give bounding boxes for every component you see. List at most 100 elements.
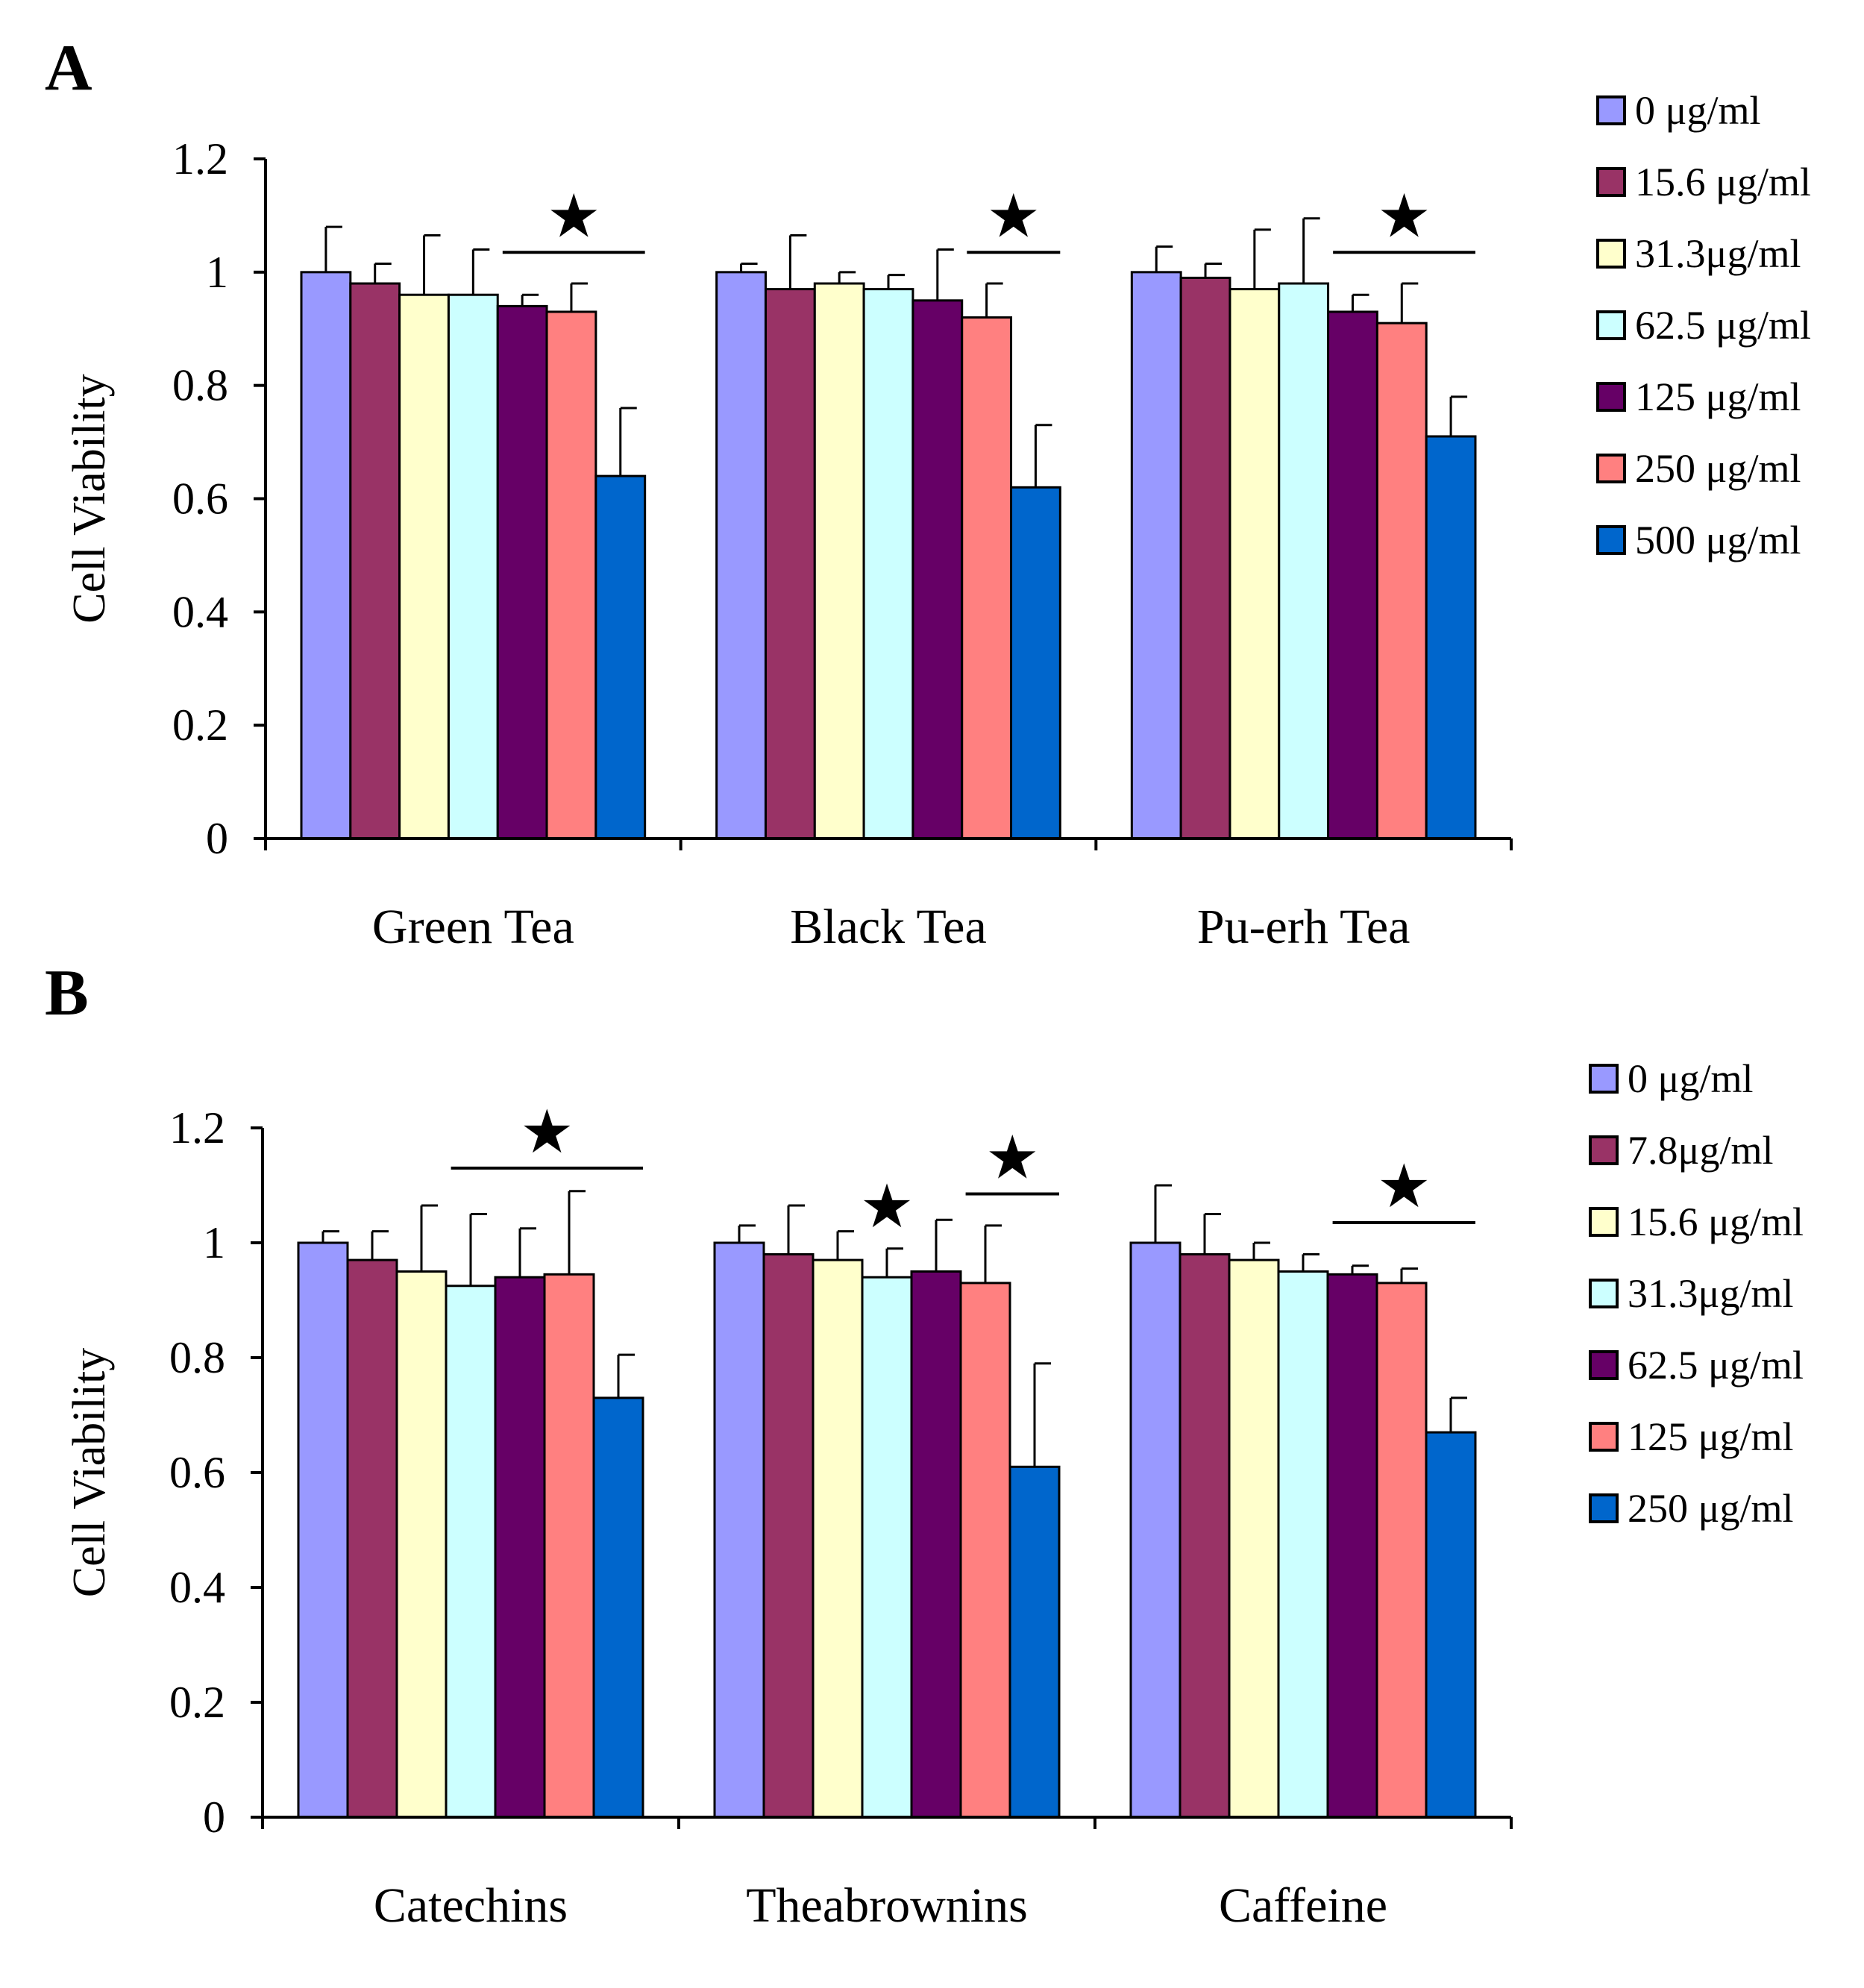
y-tick-label: 1.2 bbox=[169, 1103, 225, 1153]
bar-1-0-3 bbox=[445, 1285, 497, 1819]
bar-1-0-5 bbox=[543, 1273, 595, 1819]
bar-0-2-6 bbox=[1425, 435, 1477, 840]
category-label: Pu-erh Tea bbox=[1197, 900, 1410, 954]
bar-1-1-2 bbox=[812, 1258, 864, 1819]
legend-label-1: 15.6 μg/ml bbox=[1635, 160, 1811, 204]
y-tick-label: 0.4 bbox=[172, 587, 228, 636]
chart-a: 0 0.2 0.4 0.6 0.8 1 1.2 Green Tea Black Tea Pu-er… bbox=[64, 88, 1811, 954]
panel-label-b: B bbox=[45, 957, 89, 1029]
legend-swatch-5 bbox=[1596, 454, 1626, 483]
bar-1-1-3 bbox=[861, 1276, 913, 1819]
bar-1-2-2 bbox=[1228, 1258, 1280, 1819]
bar-0-0-3 bbox=[447, 293, 499, 840]
legend-label-3: 62.5 μg/ml bbox=[1635, 303, 1811, 348]
y-tick-label: 1.2 bbox=[172, 134, 228, 184]
legend-label-2: 31.3μg/ml bbox=[1635, 231, 1801, 276]
bar-0-1-6 bbox=[1010, 486, 1061, 840]
legend-swatch-3 bbox=[1589, 1279, 1619, 1308]
bar-0-0-2 bbox=[398, 293, 450, 840]
legend-label-2: 15.6 μg/ml bbox=[1628, 1200, 1804, 1244]
legend-label-0: 0 μg/ml bbox=[1635, 88, 1760, 133]
legend-swatch-4 bbox=[1589, 1350, 1619, 1380]
legend-swatch-6 bbox=[1596, 525, 1626, 555]
y-tick-label: 0.8 bbox=[172, 361, 228, 410]
bar-0-2-4 bbox=[1327, 310, 1378, 840]
bar-0-2-2 bbox=[1228, 288, 1281, 840]
bar-0-1-2 bbox=[813, 282, 865, 840]
y-tick-label: 0.2 bbox=[169, 1678, 225, 1727]
legend-swatch-1 bbox=[1596, 167, 1626, 197]
legend-label-3: 31.3μg/ml bbox=[1628, 1271, 1793, 1316]
bar-0-1-4 bbox=[911, 299, 964, 840]
significance-star: ★ bbox=[523, 1103, 571, 1162]
y-tick-label: 0 bbox=[203, 1793, 225, 1842]
legend-swatch-1 bbox=[1589, 1135, 1619, 1165]
significance-star: ★ bbox=[863, 1177, 911, 1237]
bar-0-0-6 bbox=[594, 474, 647, 840]
legend-label-6: 500 μg/ml bbox=[1635, 518, 1801, 562]
bar-0-1-3 bbox=[862, 288, 914, 840]
y-tick-label: 0.2 bbox=[172, 700, 228, 750]
legend-swatch-2 bbox=[1596, 239, 1626, 269]
bar-1-0-6 bbox=[592, 1396, 644, 1819]
bar-1-1-5 bbox=[959, 1282, 1011, 1819]
bar-1-2-1 bbox=[1179, 1252, 1231, 1819]
bar-1-0-4 bbox=[494, 1276, 546, 1819]
bar-0-0-0 bbox=[300, 271, 352, 840]
significance-star: ★ bbox=[1380, 1157, 1428, 1217]
bar-1-1-6 bbox=[1008, 1465, 1061, 1819]
bar-1-2-3 bbox=[1277, 1270, 1329, 1819]
y-axis-title: Cell Viability bbox=[64, 374, 115, 623]
legend-swatch-3 bbox=[1596, 310, 1626, 340]
y-axis-title: Cell Viability bbox=[64, 1348, 115, 1597]
legend-label-1: 7.8μg/ml bbox=[1628, 1128, 1773, 1173]
bar-0-0-5 bbox=[545, 310, 597, 840]
bar-0-1-0 bbox=[715, 271, 767, 840]
y-tick-label: 0.8 bbox=[169, 1333, 225, 1382]
bar-0-1-1 bbox=[764, 288, 816, 840]
bar-1-1-1 bbox=[762, 1252, 815, 1819]
legend-label-0: 0 μg/ml bbox=[1628, 1056, 1753, 1101]
bar-1-1-4 bbox=[910, 1270, 962, 1819]
bar-1-0-0 bbox=[297, 1241, 349, 1819]
y-tick-label: 0 bbox=[206, 814, 228, 863]
y-tick-label: 1 bbox=[206, 248, 228, 297]
category-label: Black Tea bbox=[790, 900, 987, 954]
bar-0-2-3 bbox=[1278, 282, 1330, 840]
legend-swatch-4 bbox=[1596, 382, 1626, 412]
significance-star: ★ bbox=[988, 1129, 1037, 1188]
y-tick-label: 0.6 bbox=[169, 1448, 225, 1497]
legend-label-5: 125 μg/ml bbox=[1628, 1414, 1793, 1459]
bar-1-0-2 bbox=[395, 1270, 448, 1819]
bar-1-0-1 bbox=[346, 1258, 398, 1819]
significance-star: ★ bbox=[990, 186, 1038, 246]
panel-label-a: A bbox=[45, 32, 92, 104]
bar-0-2-0 bbox=[1130, 271, 1182, 840]
legend-swatch-2 bbox=[1589, 1207, 1619, 1237]
bar-0-2-5 bbox=[1375, 322, 1428, 840]
chart-b: 0 0.2 0.4 0.6 0.8 1 1.2 Catechins Theabrownins Ca… bbox=[64, 1056, 1804, 1933]
bar-1-2-5 bbox=[1375, 1282, 1428, 1819]
y-tick-label: 1 bbox=[203, 1218, 225, 1267]
legend-swatch-5 bbox=[1589, 1422, 1619, 1452]
legend-swatch-6 bbox=[1589, 1493, 1619, 1523]
bar-1-2-4 bbox=[1326, 1273, 1378, 1819]
bar-0-0-4 bbox=[496, 304, 548, 840]
category-label: Theabrownins bbox=[746, 1878, 1028, 1933]
bar-1-1-0 bbox=[713, 1241, 765, 1819]
significance-star: ★ bbox=[550, 186, 598, 246]
legend-label-4: 62.5 μg/ml bbox=[1628, 1343, 1804, 1387]
bar-0-2-1 bbox=[1179, 276, 1231, 840]
legend-label-5: 250 μg/ml bbox=[1635, 446, 1801, 491]
significance-star: ★ bbox=[1380, 186, 1428, 246]
bar-1-2-0 bbox=[1129, 1241, 1182, 1819]
legend-label-6: 250 μg/ml bbox=[1628, 1486, 1793, 1531]
category-label: Caffeine bbox=[1219, 1878, 1387, 1933]
bar-1-2-6 bbox=[1425, 1431, 1477, 1819]
legend-swatch-0 bbox=[1589, 1064, 1619, 1094]
bar-0-1-5 bbox=[961, 316, 1013, 840]
category-label: Catechins bbox=[374, 1878, 568, 1933]
bar-0-0-1 bbox=[349, 282, 401, 840]
y-tick-label: 0.4 bbox=[169, 1563, 225, 1612]
